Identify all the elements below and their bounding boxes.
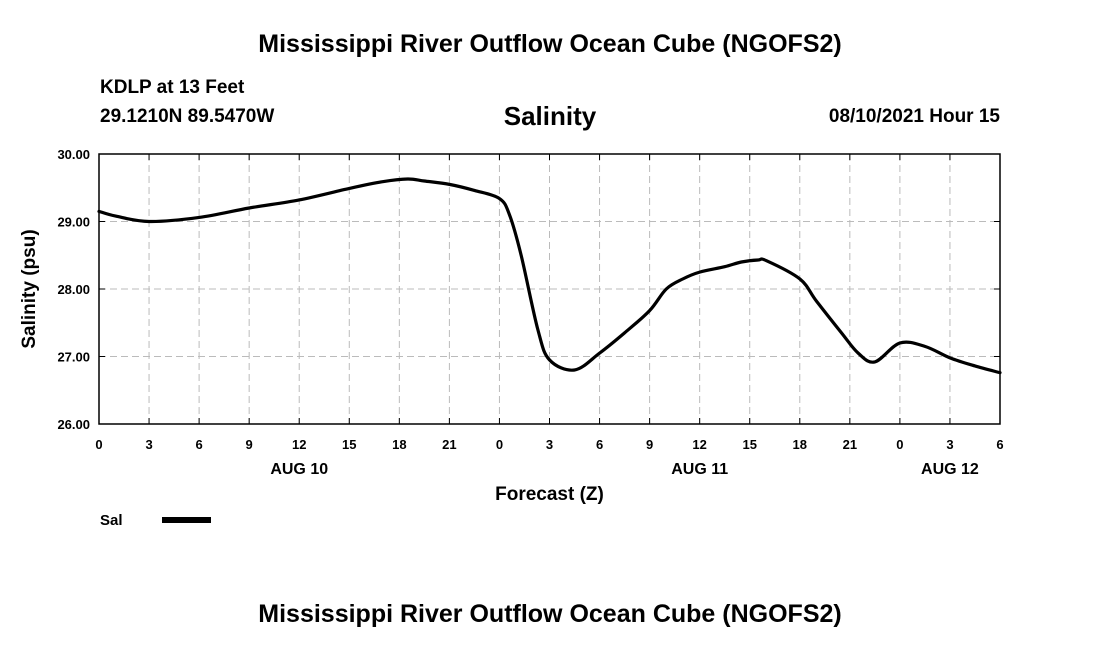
x-date-label: AUG 12 bbox=[921, 461, 979, 478]
x-tick-label: 6 bbox=[996, 437, 1003, 452]
y-tick-label: 27.00 bbox=[57, 350, 90, 365]
legend-label: Sal bbox=[100, 512, 123, 529]
x-tick-label: 6 bbox=[596, 437, 603, 452]
y-axis-label: Salinity (psu) bbox=[19, 229, 40, 348]
x-tick-label: 3 bbox=[145, 437, 152, 452]
x-tick-label: 9 bbox=[246, 437, 253, 452]
x-date-label: AUG 10 bbox=[270, 461, 328, 478]
x-tick-label: 15 bbox=[742, 437, 756, 452]
x-tick-label: 21 bbox=[442, 437, 456, 452]
plot-frame bbox=[98, 153, 1001, 425]
y-tick-label: 28.00 bbox=[57, 282, 90, 297]
x-tick-label: 3 bbox=[946, 437, 953, 452]
y-tick-label: 26.00 bbox=[57, 417, 90, 432]
x-tick-label: 12 bbox=[292, 437, 306, 452]
x-tick-label: 18 bbox=[793, 437, 807, 452]
x-tick-label: 9 bbox=[646, 437, 653, 452]
y-tick-label: 30.00 bbox=[57, 147, 90, 162]
station-label: KDLP at 13 Feet bbox=[100, 77, 245, 98]
forecast-datetime: 08/10/2021 Hour 15 bbox=[828, 106, 1000, 127]
x-tick-label: 0 bbox=[896, 437, 903, 452]
footer-title: Mississippi River Outflow Ocean Cube (NG… bbox=[258, 600, 842, 628]
chart-title: Salinity bbox=[503, 101, 597, 131]
x-tick-label: 6 bbox=[195, 437, 202, 452]
x-tick-label: 0 bbox=[496, 437, 503, 452]
x-tick-label: 3 bbox=[546, 437, 553, 452]
x-tick-label: 18 bbox=[392, 437, 406, 452]
page-title: Mississippi River Outflow Ocean Cube (NG… bbox=[258, 30, 842, 58]
x-tick-label: 15 bbox=[342, 437, 356, 452]
station-coordinates: 29.1210N 89.5470W bbox=[100, 106, 275, 127]
x-date-label: AUG 11 bbox=[671, 461, 728, 478]
x-tick-label: 0 bbox=[95, 437, 102, 452]
series-line-sal bbox=[97, 177, 1002, 375]
y-tick-label: 29.00 bbox=[57, 215, 90, 230]
x-tick-label: 12 bbox=[692, 437, 706, 452]
x-axis-label: Forecast (Z) bbox=[495, 484, 604, 505]
x-tick-label: 21 bbox=[843, 437, 857, 452]
